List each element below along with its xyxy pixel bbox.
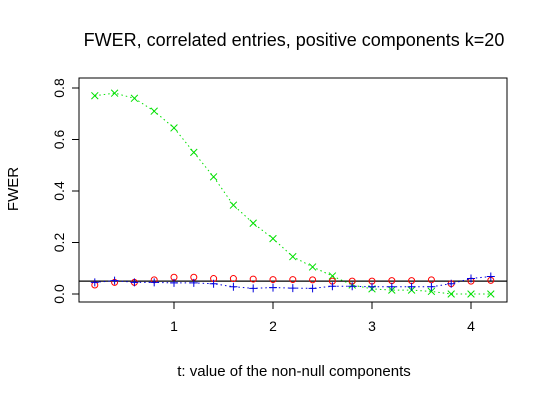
data-point-cross [427,287,436,296]
plot-frame [78,77,508,303]
data-point-cross [328,272,337,280]
data-point-plus [130,278,139,287]
data-point-plus [170,278,178,287]
data-point-plus [209,279,218,288]
data-point-plus [467,274,475,283]
y-tick-label: 0.6 [51,130,67,150]
x-tick-label: 3 [368,318,376,334]
y-tick-label: 0.4 [51,181,67,201]
data-point-plus [447,279,456,288]
series-line [94,92,491,295]
x-tick-label: 1 [170,318,178,334]
x-axis-label: t: value of the non-null components [177,363,410,380]
data-point-cross [209,173,218,181]
data-point-plus [229,282,238,291]
data-point-cross [487,290,495,298]
data-point-cross [447,290,455,298]
data-point-circle [289,276,297,284]
data-point-circle [309,276,317,284]
data-point-plus [368,282,376,291]
x-tick-label: 4 [467,318,475,334]
y-tick-label: 0.8 [51,78,67,98]
data-point-plus [150,278,159,287]
data-point-cross [91,91,99,100]
data-point-plus [427,282,436,291]
data-point-cross [190,148,198,157]
data-point-plus [269,283,277,292]
data-point-plus [90,278,99,287]
data-point-circle [269,276,277,284]
data-point-plus [308,284,317,293]
data-point-plus [110,276,119,285]
data-point-cross [150,107,158,115]
data-point-circle [249,275,257,283]
data-point-cross [170,124,178,132]
data-point-plus [288,284,297,293]
data-point-cross [229,201,238,209]
data-point-plus [189,278,198,287]
y-axis-label: FWER [5,167,22,211]
y-tick-label: 0.2 [51,233,67,253]
data-point-plus [249,284,258,293]
data-point-plus [486,272,495,281]
data-point-cross [130,94,139,103]
data-point-plus [407,282,416,291]
data-point-plus [387,282,396,291]
data-point-cross [249,219,257,227]
x-tick-label: 2 [269,318,277,334]
data-point-circle [427,276,435,284]
data-point-cross [110,89,119,97]
data-point-circle [229,275,237,283]
data-point-plus [348,282,357,291]
data-point-cross [467,290,475,298]
data-point-cross [269,234,277,243]
data-point-cross [308,263,317,271]
data-point-plus [328,282,337,291]
y-tick-label: 0.0 [51,284,67,304]
data-point-cross [289,252,297,261]
chart-title: FWER, correlated entries, positive compo… [84,30,505,50]
